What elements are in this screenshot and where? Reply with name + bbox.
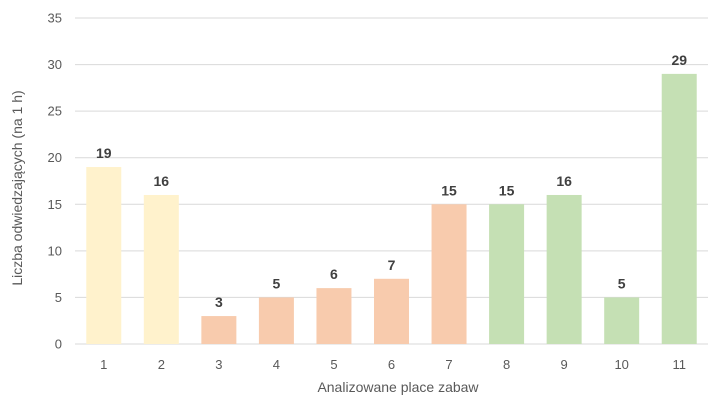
x-tick-label: 2 [158,357,165,372]
y-tick-label: 5 [55,290,62,305]
bar-value-label: 16 [556,173,572,189]
bar-value-label: 6 [330,266,338,282]
x-tick-label: 9 [561,357,568,372]
bar-value-label: 19 [96,145,112,161]
bar [431,204,467,344]
x-tick-label: 3 [215,357,222,372]
bar [374,278,409,344]
bar-value-label: 5 [273,275,281,291]
bar-value-label: 15 [441,182,457,198]
bar-value-label: 5 [618,275,626,291]
y-axis-ticks: 0 5 10 15 20 25 30 35 [48,11,62,352]
y-tick-label: 15 [48,197,62,212]
bar-value-label: 3 [215,294,223,310]
y-tick-label: 35 [48,11,62,26]
x-tick-label: 7 [445,357,452,372]
data-labels: 19 16 3 5 6 7 15 15 16 5 29 [96,52,687,310]
bar [316,288,352,344]
y-tick-label: 10 [48,243,62,258]
y-axis-title: Liczba odwiedzających (na 1 h) [9,90,25,285]
bar-value-label: 29 [671,52,687,68]
y-tick-label: 20 [48,150,62,165]
x-tick-label: 8 [503,357,510,372]
x-tick-label: 11 [672,357,686,372]
bar-value-label: 15 [499,182,515,198]
x-axis-ticks: 1 2 3 4 5 6 7 8 9 10 11 [100,357,686,372]
bar-value-label: 16 [154,173,170,189]
x-tick-label: 5 [330,357,337,372]
bar [489,204,525,344]
y-tick-label: 0 [55,337,62,352]
bars [86,73,697,344]
bar [546,194,582,344]
bar [143,194,179,344]
x-tick-label: 6 [388,357,395,372]
bar [86,167,122,344]
x-tick-label: 4 [273,357,280,372]
bar [604,297,640,344]
bar [201,316,237,344]
bar-value-label: 7 [388,257,396,273]
x-axis-title: Analizowane place zabaw [317,379,479,395]
x-tick-label: 1 [100,357,107,372]
bar [258,297,294,344]
x-tick-label: 10 [614,357,628,372]
gridlines [75,17,708,345]
y-tick-label: 30 [48,57,62,72]
bar [661,73,697,344]
y-tick-label: 25 [48,104,62,119]
